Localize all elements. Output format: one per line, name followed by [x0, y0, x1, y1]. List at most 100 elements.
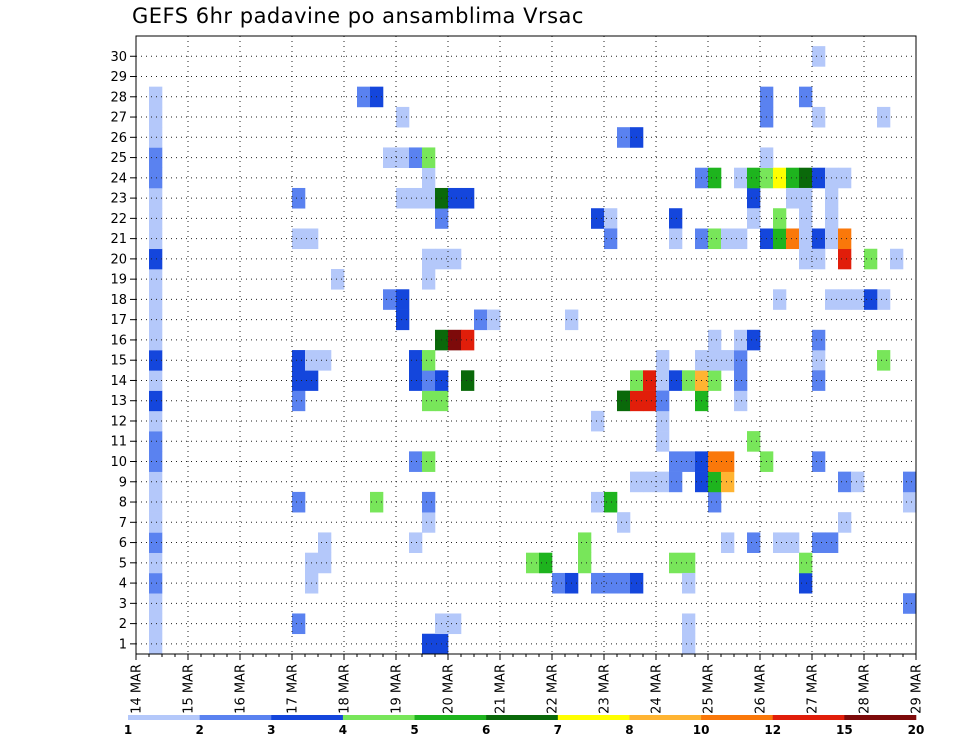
heatmap-cell: [461, 329, 475, 351]
x-tick-label: 17 MAR: [286, 664, 301, 714]
colorbar-swatch: [557, 715, 630, 720]
heatmap-cell: [292, 491, 306, 513]
heatmap-cell: [838, 512, 852, 533]
heatmap-cell: [656, 390, 670, 412]
y-tick-label: 11: [110, 435, 127, 450]
y-tick-label: 6: [119, 536, 127, 551]
heatmap-cell: [708, 350, 722, 371]
heatmap-cell: [721, 228, 735, 250]
heatmap-cell: [786, 167, 800, 189]
heatmap-cell: [877, 106, 891, 128]
heatmap-cell: [786, 228, 800, 250]
y-tick-label: 2: [119, 617, 127, 632]
heatmap-cell: [149, 147, 163, 169]
heatmap-cell: [799, 86, 813, 108]
colorbar-label: 10: [693, 723, 710, 737]
x-tick-label: 27 MAR: [806, 664, 821, 714]
heatmap-cell: [747, 187, 761, 209]
heatmap-cell: [591, 208, 605, 229]
heatmap-cell: [812, 329, 826, 351]
heatmap-cell: [149, 127, 163, 148]
y-tick-label: 20: [110, 252, 127, 267]
heatmap-cell: [149, 269, 163, 290]
y-tick-label: 1: [119, 637, 127, 652]
heatmap-cell: [591, 410, 605, 432]
heatmap-cell: [747, 208, 761, 229]
heatmap-cell: [877, 350, 891, 371]
y-tick-label: 24: [110, 171, 127, 186]
y-tick-label: 19: [110, 273, 127, 288]
y-tick-label: 18: [110, 293, 127, 308]
heatmap-cell: [734, 350, 748, 371]
colorbar-label: 1: [124, 723, 132, 737]
y-tick-label: 28: [110, 90, 127, 105]
heatmap-cell: [812, 451, 826, 472]
heatmap-cell: [422, 248, 436, 270]
heatmap-cell: [149, 208, 163, 229]
heatmap-cell: [149, 106, 163, 128]
x-tick-label: 19 MAR: [390, 664, 405, 714]
heatmap-cell: [409, 187, 423, 209]
heatmap-cell: [682, 633, 696, 655]
heatmap-cell: [409, 370, 423, 391]
heatmap-cell: [422, 390, 436, 412]
y-tick-label: 25: [110, 151, 127, 166]
heatmap-cell: [149, 248, 163, 270]
y-tick-label: 17: [110, 313, 127, 328]
heatmap-cell: [838, 248, 852, 270]
colorbar-swatch: [701, 715, 774, 720]
colorbar-swatch: [629, 715, 702, 720]
heatmap-cell: [786, 532, 800, 553]
heatmap-cell: [422, 187, 436, 209]
x-tick-label: 18 MAR: [338, 664, 353, 714]
heatmap-cell: [149, 86, 163, 108]
colorbar-swatch: [199, 715, 272, 720]
y-tick-label: 12: [110, 414, 127, 429]
heatmap-cell: [149, 593, 163, 614]
heatmap-cell: [318, 350, 332, 371]
heatmap-cell: [604, 572, 618, 594]
heatmap-cell: [149, 471, 163, 493]
colorbar-label: 5: [410, 723, 418, 737]
heatmap-cell: [149, 370, 163, 391]
heatmap-cell: [487, 309, 501, 331]
heatmap-cell: [149, 552, 163, 574]
heatmap-cell: [669, 552, 683, 574]
heatmap-cell: [396, 106, 410, 128]
heatmap-cell: [734, 390, 748, 412]
heatmap-cell: [773, 228, 787, 250]
heatmap-cell: [422, 269, 436, 290]
heatmap-cell: [591, 572, 605, 594]
heatmap-cell: [877, 289, 891, 310]
heatmap-cell: [383, 289, 397, 310]
heatmap-cell: [422, 147, 436, 169]
heatmap-cell: [903, 471, 917, 493]
y-tick-label: 27: [110, 111, 127, 126]
heatmap-cell: [656, 471, 670, 493]
heatmap-cell: [149, 187, 163, 209]
heatmap-cell: [812, 106, 826, 128]
y-tick-label: 23: [110, 192, 127, 207]
y-tick-label: 14: [110, 374, 127, 389]
heatmap-cell: [747, 532, 761, 553]
y-tick-label: 16: [110, 333, 127, 348]
heatmap-cell: [903, 491, 917, 513]
heatmap-cell: [734, 228, 748, 250]
colorbar-label: 15: [836, 723, 853, 737]
heatmap-cell: [149, 228, 163, 250]
x-tick-label: 28 MAR: [858, 664, 873, 714]
heatmap-cell: [864, 248, 878, 270]
heatmap-cell: [773, 532, 787, 553]
heatmap-cell: [422, 370, 436, 391]
heatmap-cell: [526, 552, 540, 574]
heatmap-cell: [838, 471, 852, 493]
heatmap-cell: [682, 370, 696, 391]
heatmap-cell: [396, 289, 410, 310]
heatmap-cell: [617, 512, 631, 533]
heatmap-cell: [292, 390, 306, 412]
heatmap-cell: [682, 451, 696, 472]
heatmap-cell: [552, 572, 566, 594]
chart-title: GEFS 6hr padavine po ansamblima Vrsac: [132, 4, 584, 28]
heatmap-cell: [708, 370, 722, 391]
heatmap-cell: [448, 329, 462, 351]
